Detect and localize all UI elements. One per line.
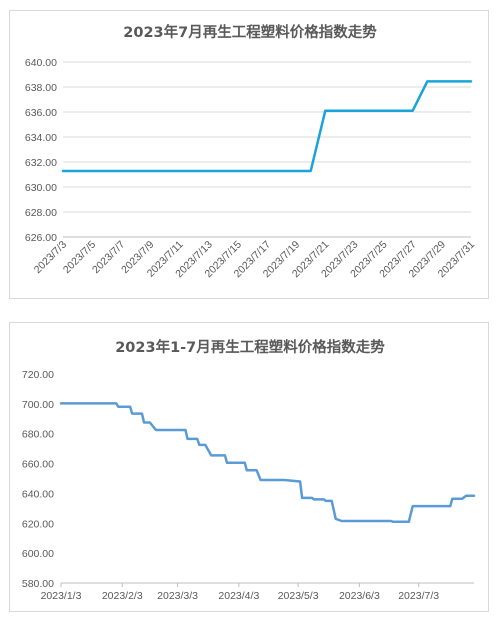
x-tick-label: 2023/5/3: [278, 590, 319, 602]
series-line: [61, 80, 473, 173]
y-tick-label: 660.00: [22, 459, 54, 471]
x-tick-label: 2023/1/3: [41, 590, 82, 602]
x-tick-label: 2023/7/3: [398, 590, 439, 602]
chart-title: 2023年7月再生工程塑料价格指数走势: [123, 23, 377, 41]
x-tick-label: 2023/6/3: [339, 590, 380, 602]
chart-title: 2023年1-7月再生工程塑料价格指数走势: [115, 338, 385, 356]
july-chart: 2023年7月再生工程塑料价格指数走势 626.00 628.00 630.00 63…: [25, 23, 477, 280]
y-tick-label: 680.00: [22, 429, 54, 441]
y-tick-label: 700.00: [22, 399, 54, 411]
y-tick-label: 626.00: [25, 232, 57, 244]
y-tick-label: 632.00: [25, 157, 57, 169]
x-tick-label: 2023/3/3: [157, 590, 198, 602]
x-tick-label: 2023/2/3: [102, 590, 143, 602]
y-tick-label: 634.00: [25, 132, 57, 144]
y-tick-label: 638.00: [25, 82, 57, 94]
x-tick-label: 2023/4/3: [218, 590, 259, 602]
y-tick-label: 620.00: [22, 518, 54, 530]
y-tick-label: 630.00: [25, 182, 57, 194]
jan-jul-chart: 2023年1-7月再生工程塑料价格指数走势 580.00 600.00 620.00…: [22, 338, 476, 602]
series-line: [59, 402, 476, 524]
y-tick-label: 640.00: [22, 488, 54, 500]
y-tick-label: 636.00: [25, 107, 57, 119]
y-tick-label: 600.00: [22, 548, 54, 560]
y-tick-label: 580.00: [22, 578, 54, 590]
y-tick-label: 640.00: [25, 57, 57, 69]
y-tick-label: 628.00: [25, 207, 57, 219]
chart-panel-jan-jul: 2023年1-7月再生工程塑料价格指数走势 580.00 600.00 620.00…: [9, 322, 489, 612]
y-tick-label: 720.00: [22, 369, 54, 381]
chart-panel-july: 2023年7月再生工程塑料价格指数走势 626.00 628.00 630.00 63…: [9, 10, 489, 299]
